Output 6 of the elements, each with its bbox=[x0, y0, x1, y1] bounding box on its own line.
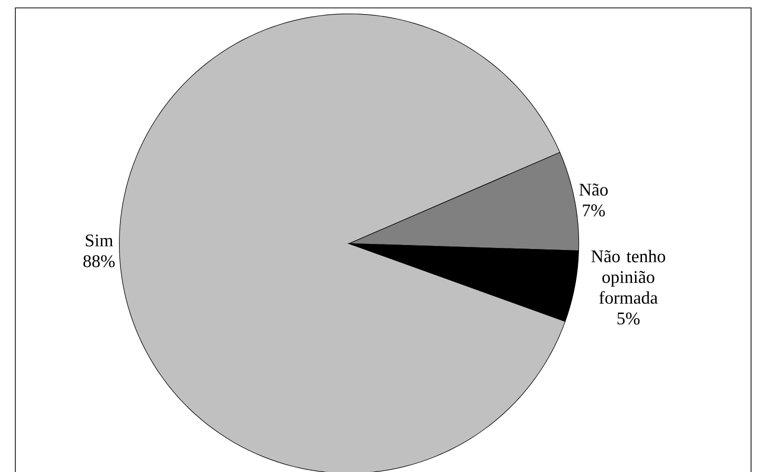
slice-label: Sim bbox=[86, 234, 114, 246]
slice-label: Não bbox=[579, 183, 608, 196]
slice-label: Não tenho opinião formada bbox=[591, 250, 666, 304]
data-label: 5% bbox=[618, 312, 640, 324]
data-label: 7% bbox=[582, 204, 605, 216]
data-label: 88% bbox=[83, 255, 115, 268]
